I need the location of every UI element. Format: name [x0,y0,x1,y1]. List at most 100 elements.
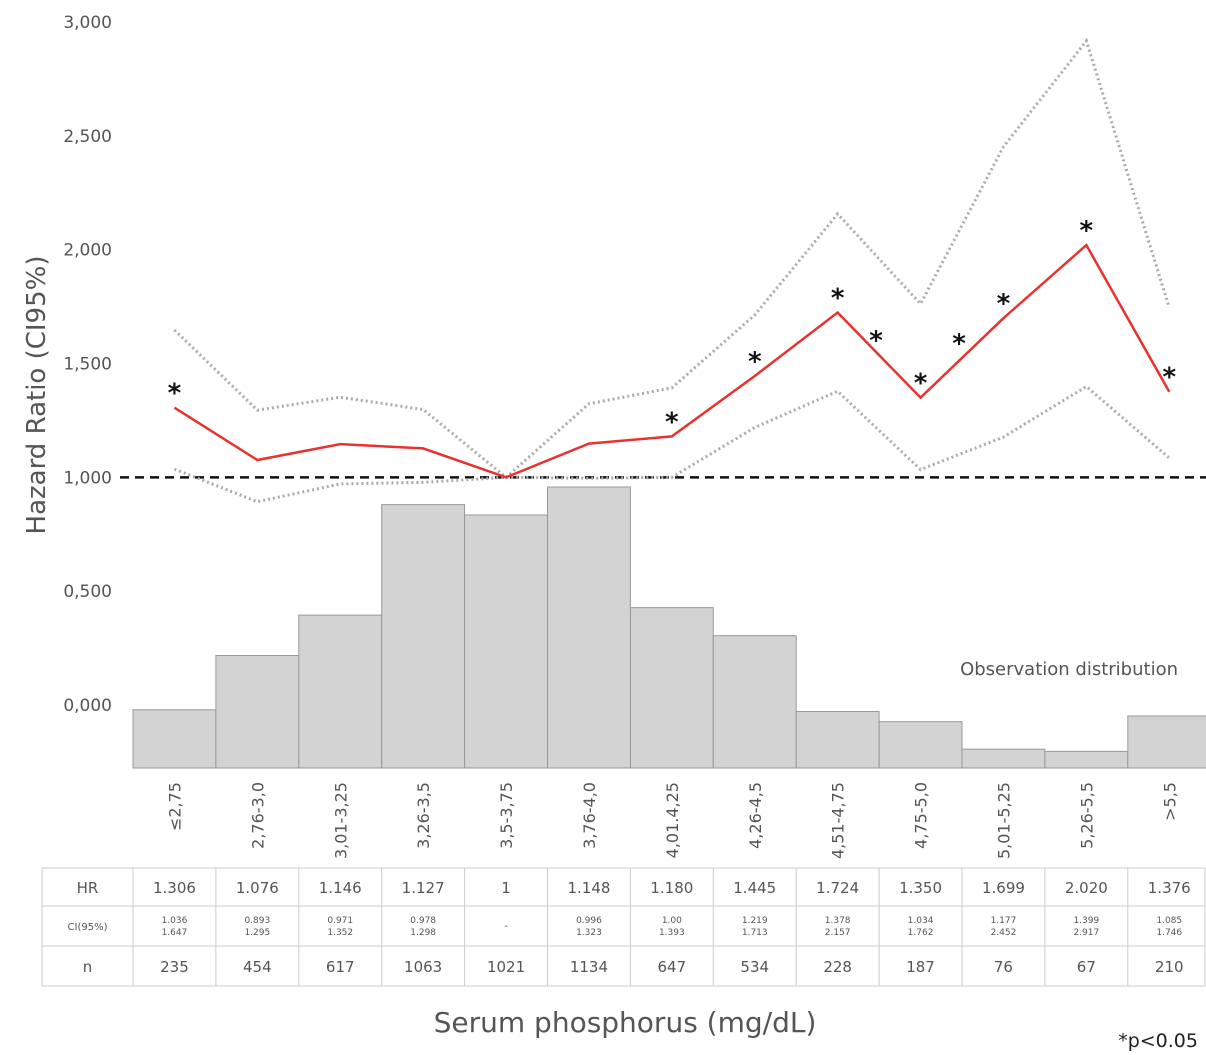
n-cell: 210 [1155,958,1184,976]
x-tick-label: 4,75-5,0 [912,782,931,849]
ci-cell: 1.713 [742,928,768,938]
significance-star: * [168,379,182,409]
x-tick-label: 4,26-4,5 [746,782,765,849]
ci-cell: 1.762 [908,928,934,938]
hr-line [173,243,1171,479]
histogram-bar [132,709,217,769]
y-tick-label: 1,000 [63,468,112,488]
hr-cell: 1.180 [650,879,693,897]
ci-cell: 1.034 [908,916,934,926]
ci-cell: 1.647 [162,928,188,938]
n-cell: 1021 [487,958,525,976]
y-tick-label: 2,500 [63,127,112,147]
ci-cell: 0.996 [576,916,602,926]
histogram-bar [298,614,383,769]
hr-cell: 1 [501,879,511,897]
histogram-bar [547,486,631,769]
n-cell: 1134 [570,958,608,976]
ci-cell: 2.452 [991,928,1017,938]
ci-cell: 1.036 [162,916,188,926]
ci-cell: 0.978 [410,916,436,926]
y-axis-label: Hazard Ratio (CI95%) [22,256,52,535]
significance-star: * [914,369,928,399]
histogram-bar [712,635,797,769]
n-cell: 67 [1077,958,1096,976]
n-cell: 534 [740,958,769,976]
row-label: HR [77,879,99,897]
distribution-label: Observation distribution [960,659,1178,680]
ci-cell: 1.00 [662,916,682,926]
significance-star: * [748,347,762,377]
significance-star: * [997,289,1011,319]
y-tick-label: 3,000 [63,13,112,33]
x-tick-label: 2,76-3,0 [248,782,267,849]
ci-cell: 1.219 [742,916,768,926]
histogram-bar [215,655,300,769]
n-cell: 454 [243,958,272,976]
ci-cell: 1.085 [1156,916,1182,926]
x-tick-label: >5,5 [1160,782,1179,821]
ci-cell: 0.893 [244,916,270,926]
ci-cell: 1.298 [410,928,436,938]
ci-line [173,384,1171,504]
ci-cell: - [504,921,508,932]
ci-cell: 1.352 [327,928,353,938]
x-tick-label: ≤2,75 [165,782,184,831]
ci-cell: 1.177 [991,916,1017,926]
histogram-bar [878,721,963,769]
n-cell: 76 [994,958,1013,976]
hr-cell: 1.724 [816,879,859,897]
x-tick-label: 5,26-5,5 [1077,782,1096,849]
ci-cell: 1.399 [1073,916,1099,926]
x-tick-label: 4,51-4,75 [829,782,848,859]
histogram-bar [464,514,549,769]
ci-cell: 1.746 [1156,928,1182,938]
row-label: CI(95%) [68,922,108,933]
hr-cell: 1.699 [982,879,1025,897]
ci-cell: 2.917 [1073,928,1099,938]
x-tick-label: 4,01.4,25 [663,782,682,858]
ci-cell: 0.971 [327,916,353,926]
y-tick-label: 0,000 [63,696,112,716]
n-cell: 235 [160,958,189,976]
histogram-bar [629,607,714,769]
n-cell: 617 [326,958,355,976]
x-tick-label: 3,01-3,25 [331,782,350,859]
hr-cell: 1.306 [153,879,196,897]
significance-star: * [1080,216,1094,246]
y-tick-label: 2,000 [63,241,112,261]
hr-cell: 2.020 [1065,879,1108,897]
significance-star: * [831,284,845,314]
x-tick-label: 3,76-4,0 [580,782,599,849]
ci-cell: 1.323 [576,928,602,938]
x-tick-label: 3,5-3,75 [497,782,516,849]
histogram-bar [961,748,1046,769]
ci-cell: 2.157 [825,928,851,938]
x-axis-label: Serum phosphorus (mg/dL) [434,1006,817,1039]
ci-line [173,37,1171,480]
ci-cell: 1.378 [825,916,851,926]
significance-star: * [665,407,679,437]
ci-cell: 1.393 [659,928,685,938]
histogram-bar [381,504,466,769]
histogram-bar [1044,750,1129,769]
y-tick-label: 0,500 [63,582,112,602]
x-tick-label: 3,26-3,5 [414,782,433,849]
footnote: *p<0.05 [1118,1030,1198,1052]
n-cell: 187 [906,958,935,976]
y-tick-label: 1,500 [63,355,112,375]
hr-cell: 1.076 [236,879,279,897]
n-cell: 647 [658,958,687,976]
hr-cell: 1.350 [899,879,942,897]
row-label: n [83,958,93,976]
hr-cell: 1.445 [733,879,776,897]
hr-cell: 1.148 [567,879,610,897]
significance-star: * [869,326,883,356]
n-cell: 228 [823,958,852,976]
significance-star: * [952,329,966,359]
ci-cell: 1.295 [244,928,270,938]
hr-cell: 1.376 [1148,879,1191,897]
histogram-bar [1127,715,1206,769]
n-cell: 1063 [404,958,442,976]
